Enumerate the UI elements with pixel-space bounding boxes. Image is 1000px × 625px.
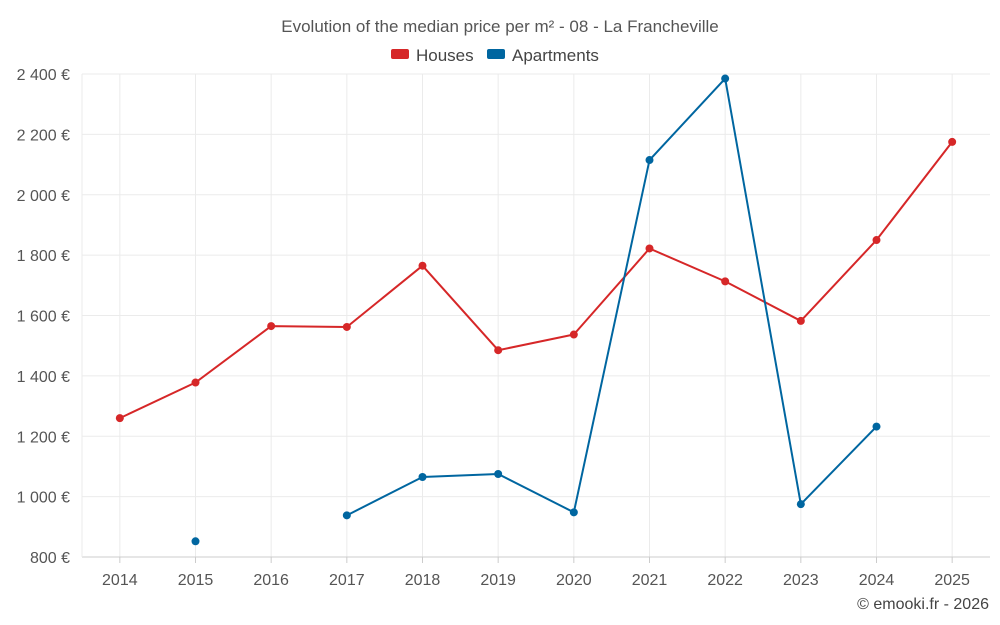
houses-point-2025[interactable] [948,137,957,146]
legend-label-apartments: Apartments [512,46,599,65]
apartments-point-2022[interactable] [721,74,730,83]
y-tick-label: 1 400 € [17,369,70,386]
houses-point-2018[interactable] [418,261,427,270]
x-tick-label: 2019 [480,572,516,589]
apartments-point-2021[interactable] [645,156,654,165]
y-tick-label: 800 € [30,550,70,567]
houses-point-2021[interactable] [645,244,654,253]
y-tick-label: 2 200 € [17,127,70,144]
houses-point-2022[interactable] [721,277,730,286]
apartments-point-2019[interactable] [494,469,503,478]
y-tick-label: 1 600 € [17,309,70,326]
houses-point-2016[interactable] [267,322,276,331]
apartments-point-2020[interactable] [569,508,578,517]
x-tick-label: 2022 [707,572,743,589]
axes: 800 € 1 000 € 1 200 € 1 400 € 1 600 € 1 800 €… [17,67,990,589]
series-apartments [191,74,881,546]
legend-label-houses: Houses [416,46,474,65]
x-tick-label: 2015 [178,572,214,589]
chart-title: Evolution of the median price per m² - 0… [281,17,718,36]
legend-item-houses[interactable]: Houses [391,46,474,65]
y-tick-label: 1 000 € [17,490,70,507]
legend: Houses Apartments [391,46,599,65]
x-tick-label: 2016 [253,572,289,589]
houses-point-2020[interactable] [569,330,578,339]
apartments-line [346,77,878,517]
x-tick-label: 2014 [102,572,138,589]
houses-point-2019[interactable] [494,346,503,355]
series [115,74,957,546]
legend-item-apartments[interactable]: Apartments [487,46,599,65]
y-tick-label: 2 400 € [17,67,70,84]
apartments-point-2018[interactable] [418,473,427,482]
series-houses [115,137,957,423]
y-tick-label: 1 200 € [17,429,70,446]
x-tick-label: 2025 [934,572,970,589]
credit-text: © emooki.fr - 2026 [857,596,989,613]
grid [82,73,990,557]
legend-swatch-apartments [487,49,505,59]
y-tick-label: 2 000 € [17,188,70,205]
houses-point-2015[interactable] [191,378,200,387]
houses-point-2014[interactable] [115,414,124,423]
houses-point-2017[interactable] [342,322,351,331]
houses-point-2024[interactable] [872,236,881,245]
x-tick-label: 2017 [329,572,365,589]
apartments-point-2024[interactable] [872,422,881,431]
x-tick-label: 2018 [405,572,441,589]
houses-line [119,141,953,420]
apartments-point-2023[interactable] [796,500,805,509]
houses-point-2023[interactable] [796,316,805,325]
apartments-point-2015[interactable] [191,537,200,546]
y-tick-label: 1 800 € [17,248,70,265]
x-tick-label: 2023 [783,572,819,589]
x-tick-label: 2021 [632,572,668,589]
x-tick-label: 2020 [556,572,592,589]
legend-swatch-houses [391,49,409,59]
x-tick-label: 2024 [859,572,895,589]
apartments-point-2017[interactable] [342,511,351,520]
